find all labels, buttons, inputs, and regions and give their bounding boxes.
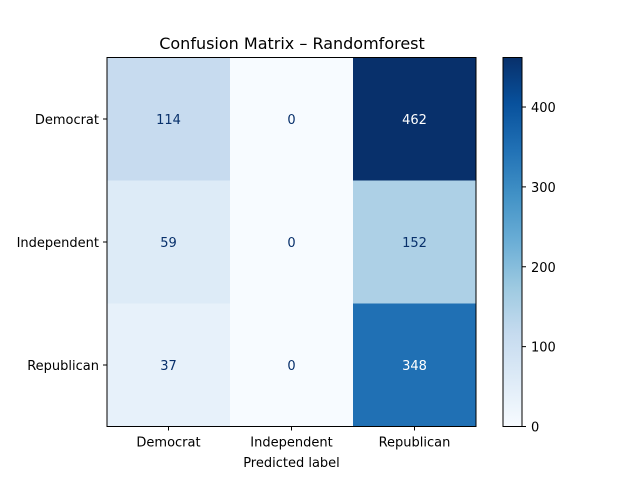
chart-title: Confusion Matrix – Randomforest <box>159 34 425 53</box>
heatmap-cell <box>230 180 354 304</box>
x-tick-labels: Democrat Independent Republican <box>136 426 451 451</box>
y-tick-label: Democrat <box>35 113 99 128</box>
colorbar-tick-label: 100 <box>531 341 556 356</box>
cell-value-label: 114 <box>156 113 181 128</box>
x-tick-label: Independent <box>250 436 332 451</box>
colorbar <box>502 57 523 427</box>
x-axis-label: Predicted label <box>243 456 340 471</box>
heatmap-cell <box>353 303 477 427</box>
cell-value-label: 462 <box>402 113 427 128</box>
heatmap-cell <box>107 57 231 181</box>
y-tick-label: Republican <box>27 359 99 374</box>
colorbar-tick-label: 400 <box>531 101 556 116</box>
x-tick-label: Democrat <box>136 436 200 451</box>
colorbar-tick-label: 200 <box>531 261 556 276</box>
heatmap-cell <box>353 57 477 181</box>
cell-value-label: 0 <box>287 359 295 374</box>
colorbar-tick-label: 0 <box>531 421 539 436</box>
heatmap-cell <box>107 303 231 427</box>
heatmap-cell <box>230 57 354 181</box>
colorbar-tick-label: 300 <box>531 181 556 196</box>
y-tick-label: Independent <box>17 236 99 251</box>
cell-value-label: 0 <box>287 113 295 128</box>
colorbar-ticks: 0 100 200 300 400 <box>522 101 556 436</box>
heatmap-cell <box>353 180 477 304</box>
x-tick-label: Republican <box>379 436 451 451</box>
heatmap-cell <box>107 180 231 304</box>
cell-value-label: 59 <box>160 236 177 251</box>
heatmap-cell <box>230 303 354 427</box>
cell-value-label: 152 <box>402 236 427 251</box>
cell-value-label: 37 <box>160 359 177 374</box>
heatmap-cells: 114 0 462 59 0 152 37 0 348 <box>107 57 477 427</box>
cell-value-label: 348 <box>402 359 427 374</box>
cell-value-label: 0 <box>287 236 295 251</box>
y-tick-labels: Democrat Independent Republican <box>17 113 107 374</box>
